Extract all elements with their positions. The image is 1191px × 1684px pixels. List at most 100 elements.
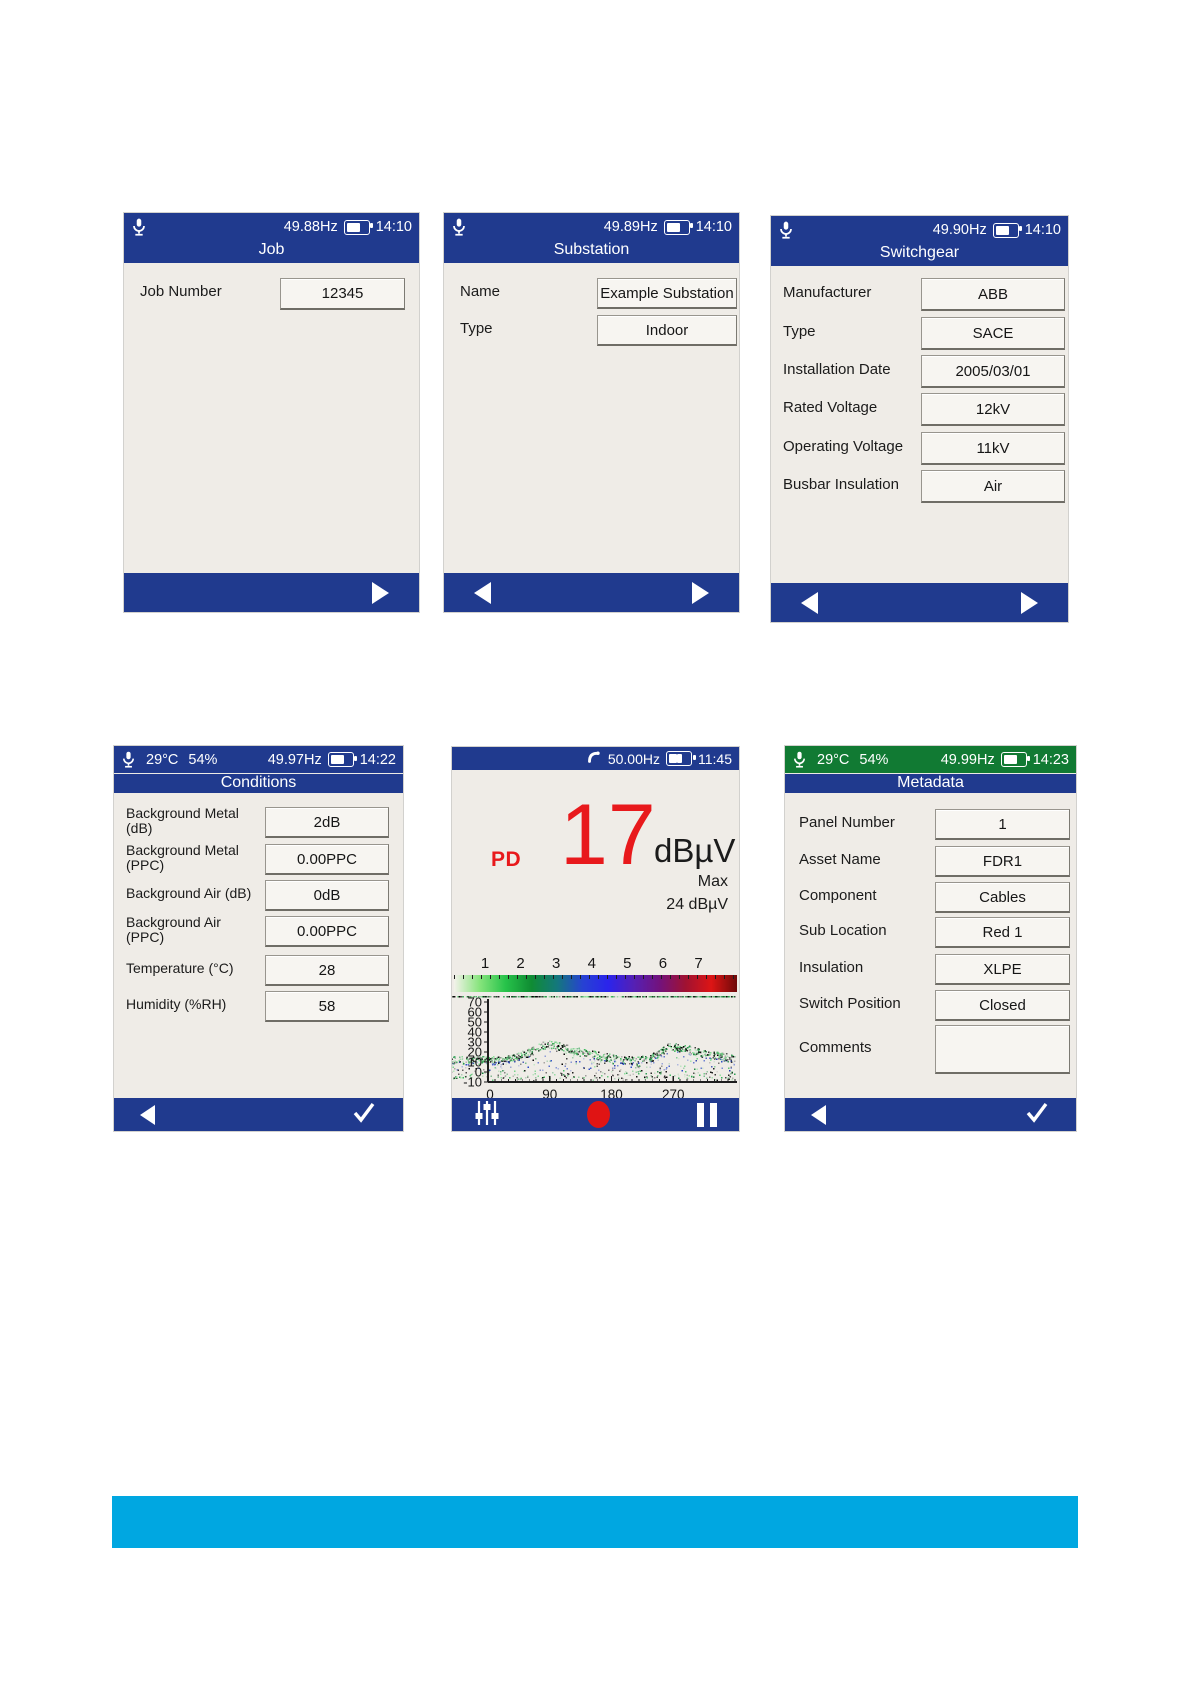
- clock-readout: 14:10: [1024, 222, 1061, 238]
- svg-text:60: 60: [468, 1005, 482, 1020]
- svg-text:30: 30: [468, 1035, 482, 1050]
- measurement-body: PD 17 dBµV Max 24 dBµV 1 2 3 4 5 6 7 70 60 50 40 3…: [241, 770, 739, 1102]
- microphone-icon: [451, 217, 467, 237]
- field-label: Background Metal (dB): [126, 804, 239, 836]
- battery-icon: [663, 219, 694, 235]
- field-label: Job Number: [140, 283, 222, 301]
- component-field[interactable]: Cables: [935, 882, 1070, 913]
- sub-location-field[interactable]: Red 1: [935, 917, 1070, 948]
- temperature-readout: 29°C: [146, 751, 179, 768]
- clock-readout: 14:10: [695, 219, 732, 235]
- clock-readout: 14:10: [375, 219, 412, 235]
- pause-button[interactable]: [697, 1102, 717, 1127]
- background-air-db-field[interactable]: 0dB: [265, 880, 389, 911]
- next-arrow-icon[interactable]: [692, 581, 709, 604]
- humidity-readout: 54%: [188, 751, 218, 768]
- svg-text:40: 40: [468, 1025, 482, 1040]
- installation-date-field[interactable]: 2005/03/01: [921, 355, 1065, 388]
- handset-icon: [587, 749, 602, 768]
- substation-name-field[interactable]: Example Substation: [597, 278, 737, 309]
- manufacturer-field[interactable]: ABB: [921, 278, 1065, 311]
- field-label: Installation Date: [783, 360, 891, 378]
- pd-reading-unit: dBµV: [654, 832, 736, 869]
- scale-number: 4: [587, 955, 596, 972]
- operating-voltage-field[interactable]: 11kV: [921, 432, 1065, 465]
- microphone-icon: [792, 750, 807, 769]
- clock-readout: 14:22: [359, 751, 396, 768]
- substation-header: 49.89Hz 14:10 Substation: [444, 213, 739, 263]
- rated-voltage-field[interactable]: 12kV: [921, 393, 1065, 426]
- scale-number: 6: [658, 955, 668, 972]
- confirm-check-icon[interactable]: [351, 1101, 377, 1128]
- field-label: Background Air (dB): [126, 885, 252, 902]
- frequency-readout: 50.00Hz: [607, 750, 660, 767]
- bottom-accent-bar: [112, 1496, 1078, 1548]
- field-label: Background Metal (PPC): [126, 841, 239, 873]
- background-metal-ppc-field[interactable]: 0.00PPC: [265, 844, 389, 875]
- scale-number: 3: [552, 955, 561, 972]
- record-button[interactable]: [587, 1101, 610, 1128]
- field-label: Sub Location: [799, 921, 887, 939]
- screen-switchgear: 49.90Hz 14:10 Switchgear Manufacturer AB…: [771, 216, 1068, 622]
- battery-icon: [992, 222, 1023, 238]
- busbar-insulation-field[interactable]: Air: [921, 470, 1065, 503]
- next-arrow-icon[interactable]: [372, 581, 389, 604]
- svg-text:20: 20: [468, 1045, 482, 1060]
- humidity-readout: 54%: [859, 751, 889, 768]
- comments-field[interactable]: [935, 1025, 1070, 1074]
- screen-conditions: 29°C 54% 49.97Hz 14:22 Conditions Backgr…: [114, 746, 403, 1131]
- job-header: 49.88Hz 14:10 Job: [124, 213, 419, 263]
- substation-type-field[interactable]: Indoor: [597, 315, 737, 346]
- asset-name-field[interactable]: FDR1: [935, 846, 1070, 877]
- back-arrow-icon[interactable]: [811, 1104, 826, 1125]
- field-label: Comments: [799, 1038, 872, 1056]
- severity-gradient-bar: [454, 975, 737, 992]
- background-air-ppc-field[interactable]: 0.00PPC: [265, 916, 389, 947]
- type-field[interactable]: SACE: [921, 317, 1065, 350]
- insulation-field[interactable]: XLPE: [935, 954, 1070, 985]
- back-arrow-icon[interactable]: [140, 1104, 155, 1125]
- field-label: Operating Voltage: [783, 437, 904, 455]
- scale-number: 5: [623, 955, 632, 972]
- battery-icon: [666, 751, 696, 766]
- severity-scale-numbers: 1 2 3 4 5 6 7: [452, 955, 739, 972]
- sliders-icon[interactable]: [474, 1099, 500, 1130]
- svg-text:-10: -10: [463, 1075, 482, 1090]
- clock-readout: 14:23: [1032, 751, 1069, 768]
- field-label: Temperature (°C): [126, 960, 234, 977]
- humidity-field[interactable]: 58: [265, 991, 389, 1022]
- background-metal-db-field[interactable]: 2dB: [265, 807, 389, 838]
- temperature-readout: 29°C: [817, 751, 850, 768]
- back-arrow-icon[interactable]: [801, 591, 818, 614]
- field-label: Humidity (%RH): [126, 996, 227, 1013]
- svg-text:0: 0: [475, 1065, 482, 1080]
- switch-position-field[interactable]: Closed: [935, 990, 1070, 1021]
- substation-footer: [444, 573, 739, 612]
- panel-number-field[interactable]: 1: [935, 809, 1070, 840]
- confirm-check-icon[interactable]: [1024, 1101, 1050, 1128]
- switchgear-footer: [771, 583, 1068, 622]
- frequency-readout: 49.99Hz: [940, 751, 995, 768]
- page-title: Substation: [553, 241, 630, 258]
- measurement-header: 50.00Hz 11:45: [452, 747, 739, 770]
- temperature-field[interactable]: 28: [265, 955, 389, 986]
- clock-readout: 11:45: [698, 750, 732, 767]
- screen-substation: 49.89Hz 14:10 Substation Name Example Su…: [444, 213, 739, 612]
- scale-number: 1: [480, 955, 490, 972]
- battery-icon: [327, 752, 358, 767]
- job-number-field[interactable]: 12345: [280, 278, 405, 310]
- microphone-icon: [121, 750, 136, 769]
- job-body: Job Number 12345: [124, 263, 419, 573]
- measurement-footer: [452, 1098, 739, 1131]
- back-arrow-icon[interactable]: [474, 581, 491, 604]
- conditions-footer: [114, 1098, 403, 1131]
- field-label: Name: [460, 282, 501, 300]
- switchgear-body: Manufacturer ABB Type SACE Installation …: [771, 266, 1068, 583]
- prpd-chart: 70 60 50 40 30 20 10 0 -10 0 90 180 270: [241, 995, 739, 1110]
- metadata-footer: [785, 1098, 1076, 1131]
- conditions-header: 29°C 54% 49.97Hz 14:22 Conditions: [114, 746, 403, 793]
- microphone-icon: [778, 220, 794, 240]
- next-arrow-icon[interactable]: [1021, 591, 1038, 614]
- field-label: Asset Name: [799, 850, 881, 868]
